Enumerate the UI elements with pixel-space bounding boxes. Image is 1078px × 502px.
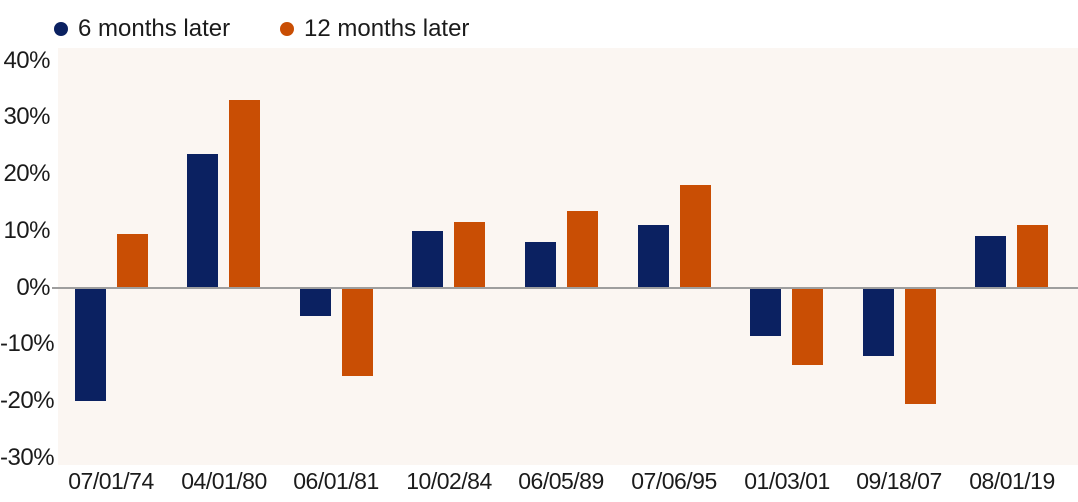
legend-dot-6-months-icon [54,22,68,36]
y-axis-tick-label: 0% [16,274,50,301]
legend-item-12-months: 12 months later [280,16,469,42]
bar-series1-07-01-74 [117,234,148,288]
x-axis-category-label: 09/18/07 [856,468,942,494]
legend-item-6-months: 6 months later [54,16,230,42]
y-axis-tick-label: -30% [0,444,55,471]
y-axis-tick-label: 40% [3,47,50,74]
bar-series1-06-05-89 [567,211,598,288]
bar-series1-01-03-01 [792,288,823,365]
x-axis-category-label: 01/03/01 [744,468,830,494]
bar-series1-08-01-19 [1017,225,1048,287]
bar-series0-08-01-19 [975,236,1006,287]
y-axis-tick-label: 20% [3,160,50,187]
y-axis-tick-label: -10% [0,330,55,357]
legend-label-6-months: 6 months later [78,15,231,42]
y-axis-tick-label: -20% [0,387,55,414]
x-axis-category-label: 06/01/81 [293,468,379,494]
bar-series1-09-18-07 [905,288,936,404]
bar-series0-10-02-84 [412,231,443,288]
x-axis-category-label: 10/02/84 [406,468,492,494]
bar-series0-06-01-81 [300,288,331,316]
x-axis-category-label: 07/01/74 [68,468,154,494]
x-axis-category-label: 08/01/19 [969,468,1055,494]
x-axis-category-label: 06/05/89 [518,468,604,494]
legend-label-12-months: 12 months later [304,15,470,42]
legend-dot-12-months-icon [280,22,294,36]
bar-series1-07-06-95 [680,185,711,287]
bar-series0-01-03-01 [750,288,781,336]
bar-series0-06-05-89 [525,242,556,287]
y-axis-tick-label: 30% [3,103,50,130]
x-axis-category-label: 04/01/80 [181,468,267,494]
bar-series0-07-01-74 [75,288,106,401]
bar-series1-10-02-84 [454,222,485,287]
y-axis-tick-label: 10% [3,217,50,244]
bar-series0-09-18-07 [863,288,894,356]
bar-series1-06-01-81 [342,288,373,376]
x-axis-category-label: 07/06/95 [631,468,717,494]
bar-series0-07-06-95 [638,225,669,287]
bar-series1-04-01-80 [229,100,260,287]
bar-series0-04-01-80 [187,154,218,287]
zero-axis-line [52,287,1078,289]
